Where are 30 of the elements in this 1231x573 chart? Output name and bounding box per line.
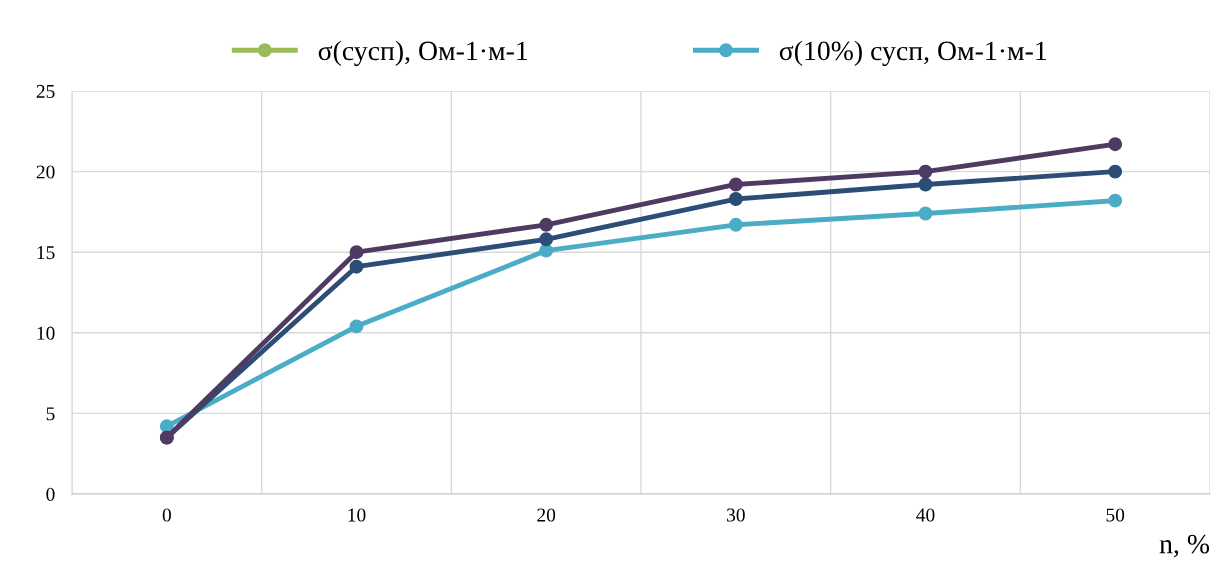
point: [539, 217, 554, 232]
y-tick-label: 15: [37, 246, 55, 260]
point: [728, 217, 743, 232]
point: [918, 177, 933, 192]
legend-label: σ(сусп), Ом-1·м-1: [318, 40, 528, 66]
point: [539, 243, 554, 258]
y-tick-label: 0: [46, 487, 55, 501]
point: [349, 245, 364, 260]
point: [349, 319, 364, 334]
y-tick-label: 25: [36, 84, 55, 98]
point: [1108, 193, 1123, 208]
point: [918, 164, 933, 179]
point: [349, 259, 364, 274]
x-axis-title: n, %: [1159, 534, 1210, 558]
point: [728, 177, 743, 192]
y-tick-label: 20: [36, 165, 55, 179]
x-tick-label: 30: [727, 508, 745, 522]
y-tick-label: 10: [37, 326, 55, 340]
y-tick-label: 5: [46, 407, 55, 421]
point: [1108, 164, 1123, 179]
point: [728, 192, 743, 206]
point: [1108, 137, 1123, 152]
x-tick-label: 20: [537, 508, 556, 522]
point: [539, 232, 554, 247]
x-tick-label: 10: [348, 508, 366, 522]
x-tick-label: 50: [1106, 508, 1125, 522]
x-tick-label: 40: [916, 508, 935, 522]
legend-label: σ(10%) сусп, Ом-1·м-1: [779, 40, 1047, 66]
x-tick-label: 0: [162, 508, 171, 522]
point: [918, 206, 933, 221]
